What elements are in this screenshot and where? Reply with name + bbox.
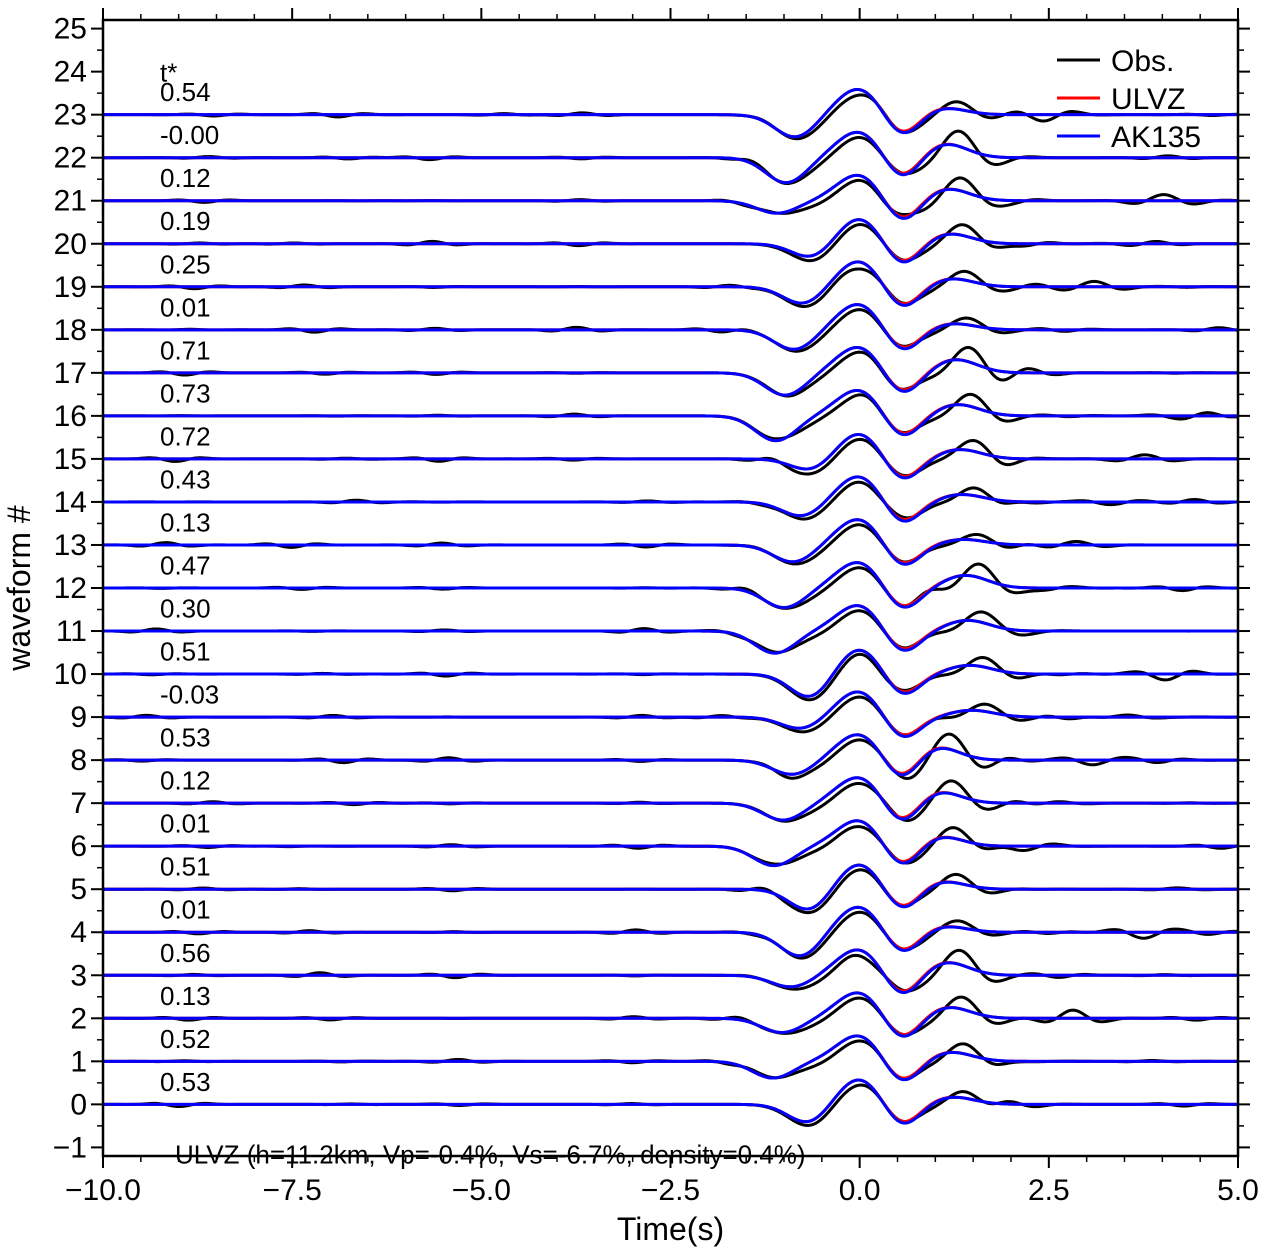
legend-label: ULVZ — [1111, 83, 1185, 116]
x-axis-label: Time(s) — [617, 1211, 724, 1247]
x-tick-label: −10.0 — [65, 1174, 141, 1207]
tstar-value: -0.03 — [160, 680, 219, 710]
y-tick-label: 18 — [54, 314, 87, 347]
y-tick-label: 3 — [70, 959, 87, 992]
x-tick-label: 2.5 — [1028, 1174, 1070, 1207]
tstar-value: 0.01 — [160, 809, 211, 839]
x-tick-label: −5.0 — [452, 1174, 511, 1207]
tstar-value: 0.72 — [160, 421, 211, 451]
y-tick-label: 25 — [54, 13, 87, 46]
y-tick-label: 19 — [54, 271, 87, 304]
legend-label: Obs. — [1111, 45, 1174, 78]
y-tick-label: 11 — [56, 615, 87, 648]
y-tick-label: 10 — [54, 658, 87, 691]
y-tick-label: 21 — [54, 185, 87, 218]
y-tick-label: 14 — [54, 486, 87, 519]
x-tick-label: 5.0 — [1217, 1174, 1259, 1207]
y-tick-label: 15 — [54, 443, 87, 476]
tstar-value: 0.51 — [160, 637, 211, 667]
y-tick-label: 5 — [70, 873, 87, 906]
tstar-value: 0.01 — [160, 292, 211, 322]
ak135-trace — [103, 905, 1238, 958]
tstar-value: 0.54 — [160, 77, 211, 107]
ak135-trace — [103, 991, 1238, 1038]
y-tick-label: −1 — [53, 1131, 87, 1164]
ak135-trace — [103, 863, 1238, 911]
tstar-value: 0.25 — [160, 249, 211, 279]
tstar-value: 0.56 — [160, 938, 211, 968]
ak135-trace — [103, 346, 1238, 397]
tstar-value: 0.51 — [160, 852, 211, 882]
x-tick-label: −2.5 — [641, 1174, 700, 1207]
ak135-trace — [103, 87, 1238, 139]
tstar-value: -0.00 — [160, 120, 219, 150]
ak135-trace — [103, 303, 1238, 351]
tstar-value: 0.01 — [160, 895, 211, 925]
tstar-value: 0.73 — [160, 378, 211, 408]
y-tick-label: 1 — [70, 1045, 87, 1078]
y-tick-label: 20 — [54, 228, 87, 261]
y-tick-label: 23 — [54, 99, 87, 132]
tstar-header: t* — [160, 58, 177, 88]
ak135-trace — [103, 648, 1238, 698]
x-tick-label: −7.5 — [263, 1174, 322, 1207]
y-tick-label: 2 — [70, 1002, 87, 1035]
ak135-trace — [103, 561, 1238, 610]
tstar-value: 0.19 — [160, 206, 211, 236]
ak135-trace — [103, 690, 1238, 738]
tstar-value: 0.53 — [160, 723, 211, 753]
tstar-value: 0.13 — [160, 507, 211, 537]
tstar-value: 0.53 — [160, 1067, 211, 1097]
ak135-trace — [103, 1078, 1238, 1125]
tstar-value: 0.12 — [160, 766, 211, 796]
tstar-value: 0.30 — [160, 594, 211, 624]
ak135-trace — [103, 604, 1238, 655]
y-tick-label: 24 — [54, 56, 87, 89]
y-tick-label: 7 — [70, 787, 87, 820]
y-tick-label: 4 — [70, 916, 87, 949]
x-tick-label: 0.0 — [839, 1174, 881, 1207]
ak135-trace — [103, 733, 1238, 777]
ak135-trace — [103, 260, 1238, 307]
ak135-trace — [103, 475, 1238, 523]
ak135-trace — [103, 389, 1238, 443]
y-tick-label: 8 — [70, 744, 87, 777]
ak135-trace — [103, 1034, 1238, 1082]
tstar-value: 0.12 — [160, 163, 211, 193]
tstar-value: 0.71 — [160, 335, 211, 365]
ak135-trace — [103, 432, 1238, 480]
ak135-trace — [103, 819, 1238, 868]
y-tick-label: 6 — [70, 830, 87, 863]
legend-label: AK135 — [1111, 121, 1201, 154]
ak135-trace — [103, 776, 1238, 822]
y-tick-label: 13 — [54, 529, 87, 562]
y-tick-label: 16 — [54, 400, 87, 433]
tstar-value: 0.47 — [160, 550, 211, 580]
y-tick-label: 9 — [70, 701, 87, 734]
y-tick-label: 17 — [54, 357, 87, 390]
tstar-value: 0.13 — [160, 981, 211, 1011]
ak135-trace — [103, 948, 1238, 995]
y-tick-label: 0 — [70, 1088, 87, 1121]
ak135-trace — [103, 130, 1238, 185]
model-annotation: ULVZ (h=11.2km, Vp=-0.4%, Vs=-6.7%, dens… — [175, 1139, 806, 1169]
y-tick-label: 22 — [54, 142, 87, 175]
y-tick-label: 12 — [54, 572, 87, 605]
tstar-value: 0.43 — [160, 464, 211, 494]
ak135-trace — [103, 218, 1238, 264]
ak135-trace — [103, 518, 1238, 566]
ak135-trace — [103, 173, 1238, 220]
tstar-value: 0.52 — [160, 1024, 211, 1054]
y-axis-label: waveform # — [1, 505, 37, 672]
